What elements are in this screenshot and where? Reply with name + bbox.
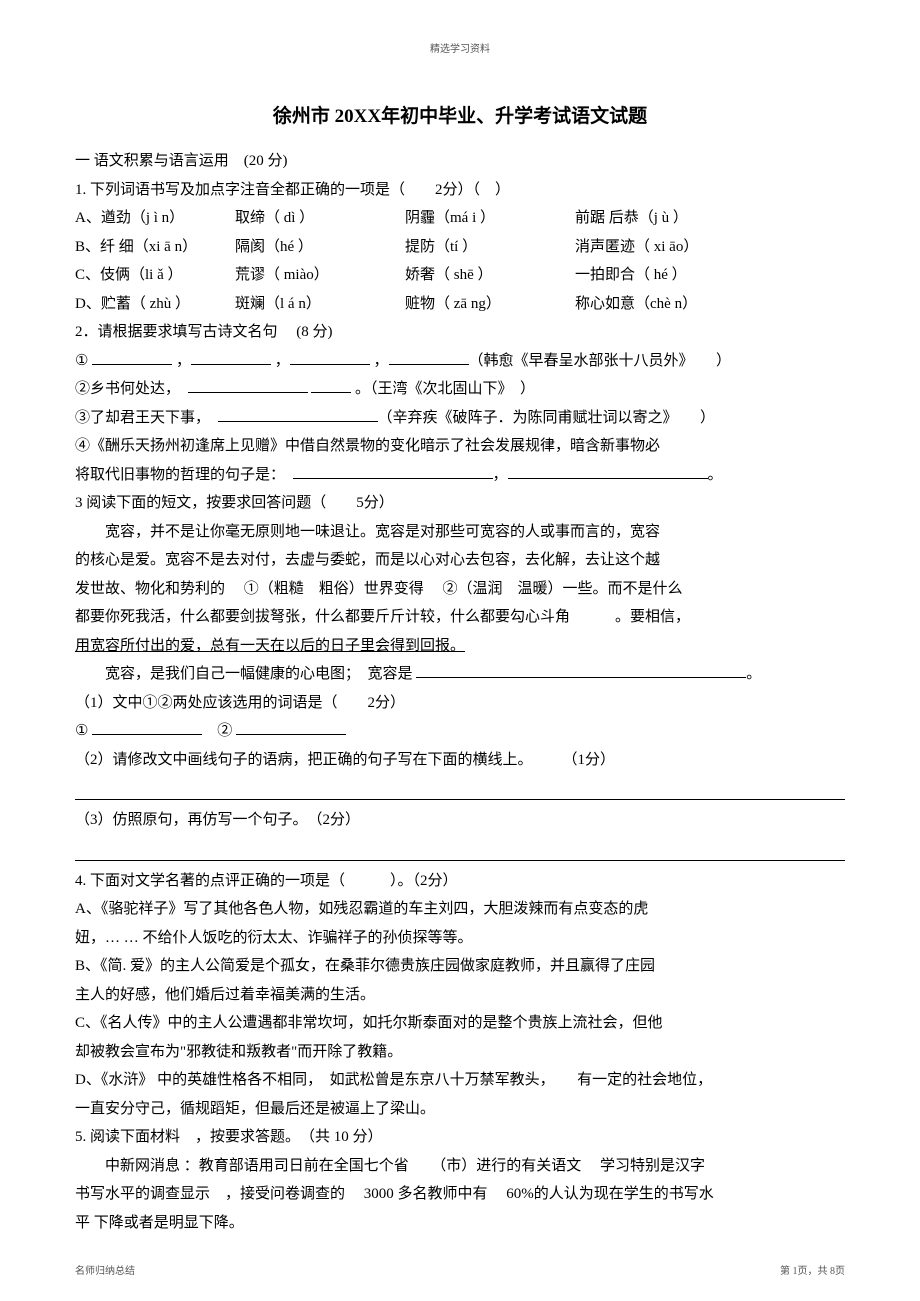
q2-1-prefix: ① [75,353,92,369]
q1-A-2: 取缔（ dì ） [235,204,405,233]
q3-s3: （3）仿照原句，再仿写一个句子。 （2分） [75,806,845,835]
q2-2: ②乡书何处达， 。（王湾《次北固山下》 ） [75,375,845,404]
q1-C: C、伎俩（li ǎ ） 荒谬（ miào） 娇奢（ shē ） 一拍即合（ hé… [75,261,845,290]
blank [293,464,493,479]
q2-2-suffix: 。（王湾《次北固山下》 ） [355,381,535,397]
q3-s1b: ② [217,723,236,739]
q3-p6-prefix: 宽容，是我们自己一幅健康的心电图； 宽容是 [105,666,416,682]
footer-right: 第 1页，共 8页 [780,1262,845,1281]
q4-D2: 一直安分守己，循规蹈矩，但最后还是被逼上了梁山。 [75,1095,845,1124]
q1-C-3: 娇奢（ shē ） [405,261,575,290]
q3-p4: 都要你死我活，什么都要剑拔弩张，什么都要斤斤计较，什么都要勾心斗角 。要相信， [75,603,845,632]
q1-C-1: C、伎俩（li ǎ ） [75,261,235,290]
header-small: 精选学习资料 [75,40,845,59]
blank [508,464,708,479]
q3-s2: （2）请修改文中画线句子的语病，把正确的句子写在下面的横线上。 （1分） [75,746,845,775]
q1-stem: 1. 下列词语书写及加点字注音全都正确的一项是（ 2分）（ ） [75,176,845,205]
q4-B1: B、《简. 爱》的主人公简爱是个孤女，在桑菲尔德贵族庄园做家庭教师，并且赢得了庄… [75,952,845,981]
blank [416,663,746,678]
q4-A2: 妞，… … 不给仆人饭吃的衍太太、诈骗祥子的孙侦探等等。 [75,924,845,953]
blank [311,378,351,393]
q4-C2: 却被教会宣布为"邪教徒和叛教者"而开除了教籍。 [75,1038,845,1067]
q1-A: A、遒劲（j ì n） 取缔（ dì ） 阴霾（má i ） 前踞 后恭（j ù… [75,204,845,233]
q3-p6: 宽容，是我们自己一幅健康的心电图； 宽容是 。 [75,660,845,689]
q3-s1-ans: ① ② [75,717,845,746]
q3-s1a: ① [75,723,92,739]
q5-stem: 5. 阅读下面材料 ，按要求答题。 （共 10 分） [75,1123,845,1152]
q3-s1: （1）文中①②两处应该选用的词语是（ 2分） [75,689,845,718]
q2-stem: 2．请根据要求填写古诗文名句 (8 分) [75,318,845,347]
blank [188,378,308,393]
q3-p3: 发世故、物化和势利的 ①（粗糙 粗俗）世界变得 ②（温润 温暖）一些。而不是什么 [75,575,845,604]
q1-D: D、贮蓄（ zhù ） 斑斓（l á n） 赃物（ zā ng） 称心如意（ch… [75,290,845,319]
q1-D-2: 斑斓（l á n） [235,290,405,319]
blank [236,720,346,735]
q2-3: ③了却君王天下事， （辛弃疾《破阵子．为陈同甫赋壮词以寄之》 ） [75,404,845,433]
q3-p1: 宽容，并不是让你毫无原则地一味退让。宽容是对那些可宽容的人或事而言的，宽容 [75,518,845,547]
q1-C-4: 一拍即合（ hé ） [575,261,845,290]
blank [191,350,271,365]
q3-stem: 3 阅读下面的短文，按要求回答问题（ 5分） [75,489,845,518]
q1-B-4: 消声匿迹（ xi āo） [575,233,845,262]
q3-p2: 的核心是爱。宽容不是去对付，去虚与委蛇，而是以心对心去包容，去化解，去让这个越 [75,546,845,575]
q4-B2: 主人的好感，他们婚后过着幸福美满的生活。 [75,981,845,1010]
footer-left: 名师归纳总结 [75,1262,135,1281]
q2-4a: ④《酬乐天扬州初逢席上见赠》中借自然景物的变化暗示了社会发展规律，暗含新事物必 [75,432,845,461]
blank [218,407,378,422]
q2-1: ① ， ， ，（韩愈《早春呈水部张十八员外》 ） [75,347,845,376]
q5-p3: 平 下降或者是明显下降。 [75,1209,845,1238]
section-1-head: 一 语文积累与语言运用 (20 分) [75,147,845,176]
q1-B: B、纤 细（xi ā n） 隔阂（hé ） 提防（tí ） 消声匿迹（ xi ā… [75,233,845,262]
q1-A-4: 前踞 后恭（j ù ） [575,204,845,233]
q2-4b-prefix: 将取代旧事物的哲理的句子是： [75,467,278,483]
q3-p5: 用宽容所付出的爱，总有一天在以后的日子里会得到回报。 [75,632,845,661]
q4-A1: A、《骆驼祥子》写了其他各色人物，如残忍霸道的车主刘四，大胆泼辣而有点变态的虎 [75,895,845,924]
answer-line [75,841,845,861]
q2-4b-suffix: 。 [708,467,723,483]
q1-B-2: 隔阂（hé ） [235,233,405,262]
q2-3-prefix: ③了却君王天下事， [75,410,218,426]
q4-stem: 4. 下面对文学名著的点评正确的一项是（ ）。（2分） [75,867,845,896]
blank [290,350,370,365]
q2-3-suffix: （辛弃疾《破阵子．为陈同甫赋壮词以寄之》 ） [378,410,716,426]
q2-2-prefix: ②乡书何处达， [75,381,188,397]
q3-p5-text: 用宽容所付出的爱，总有一天在以后的日子里会得到回报。 [75,638,465,654]
q1-D-4: 称心如意（chè n） [575,290,845,319]
q4-C1: C、《名人传》中的主人公遭遇都非常坎坷，如托尔斯泰面对的是整个贵族上流社会，但他 [75,1009,845,1038]
q2-1-suffix: （韩愈《早春呈水部张十八员外》 ） [469,353,732,369]
footer: 名师归纳总结 第 1页，共 8页 [75,1262,845,1281]
q1-B-3: 提防（tí ） [405,233,575,262]
q2-4b-mid: ， [493,467,508,483]
q4-D1: D、《水浒》 中的英雄性格各不相同， 如武松曾是东京八十万禁军教头， 有一定的社… [75,1066,845,1095]
q3-p6-suffix: 。 [746,666,761,682]
q1-A-3: 阴霾（má i ） [405,204,575,233]
q1-D-1: D、贮蓄（ zhù ） [75,290,235,319]
q5-p2: 书写水平的调查显示 ，接受问卷调查的 3000 多名教师中有 60%的人认为现在… [75,1180,845,1209]
answer-line [75,780,845,800]
q1-C-2: 荒谬（ miào） [235,261,405,290]
q1-A-1: A、遒劲（j ì n） [75,204,235,233]
blank [92,350,172,365]
q1-D-3: 赃物（ zā ng） [405,290,575,319]
blank [389,350,469,365]
q1-B-1: B、纤 细（xi ā n） [75,233,235,262]
page-title: 徐州市 20XX年初中毕业、升学考试语文试题 [75,99,845,135]
q5-p1: 中新网消息 ：教育部语用司日前在全国七个省 （市）进行的有关语文 学习特别是汉字 [75,1152,845,1181]
blank [92,720,202,735]
q2-4b: 将取代旧事物的哲理的句子是： ， 。 [75,461,845,490]
